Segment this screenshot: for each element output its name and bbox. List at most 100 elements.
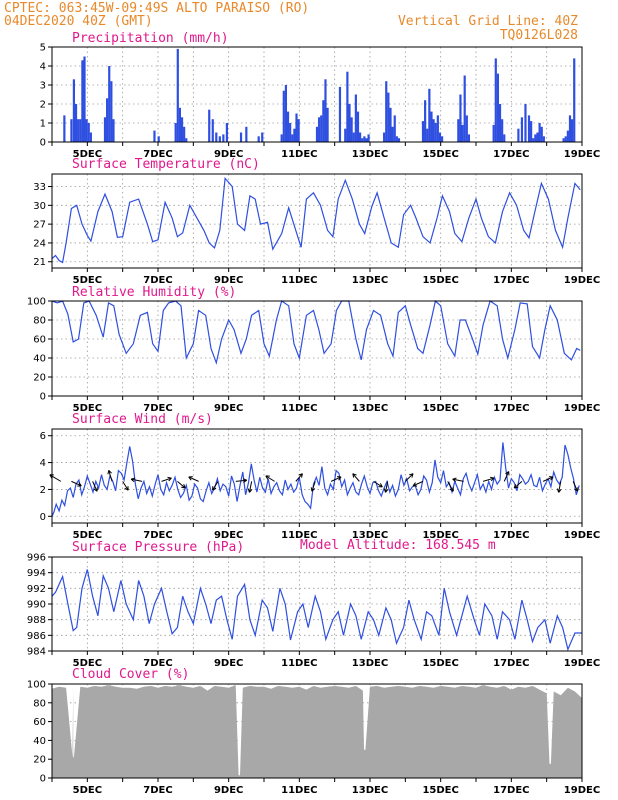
- wind-arrow-shaft: [503, 471, 510, 482]
- precip-bar: [257, 136, 260, 142]
- wind-arrow-head: [249, 488, 253, 493]
- precip-bar: [176, 48, 179, 142]
- cloud-xtick-label: 15DEC: [422, 785, 458, 796]
- rh-xtick-label: 7DEC: [143, 403, 172, 414]
- wind-arrow-head: [242, 478, 247, 481]
- wind-arrow-head: [301, 473, 303, 478]
- precip-bar: [103, 117, 107, 142]
- header-run-time: 04DEC2020 40Z (GMT): [4, 14, 153, 29]
- precip-bar: [465, 115, 468, 142]
- precip-bar: [348, 104, 351, 142]
- precip-ytick-label: 2: [40, 100, 46, 111]
- wind-arrow-head: [558, 488, 562, 493]
- pressure-ytick-label: 990: [27, 600, 46, 611]
- precip-xtick-label: 5DEC: [73, 149, 102, 160]
- wind-arrow-head: [412, 482, 416, 487]
- wind-arrow: [373, 480, 383, 488]
- wind-arrow-head: [338, 476, 342, 481]
- precip-xtick-label: 11DEC: [281, 149, 317, 160]
- wind-arrow-head: [411, 473, 414, 478]
- wind-arrow: [503, 471, 510, 482]
- precip-bar: [498, 104, 502, 142]
- wind-arrow: [383, 481, 389, 493]
- precip-bar: [185, 138, 188, 142]
- cloud-ytick-label: 40: [33, 736, 46, 747]
- wind-arrow-shaft: [482, 477, 495, 482]
- temp-xtick-label: 17DEC: [493, 275, 529, 286]
- precip-bar: [178, 107, 182, 142]
- precip-ytick-label: 1: [40, 119, 46, 130]
- wind-arrow-head: [168, 477, 172, 482]
- precip-bar: [438, 132, 442, 142]
- precip-bar: [527, 115, 531, 142]
- precip-bar: [536, 132, 539, 142]
- rh-panel: 0 20 40 60 80 100 5DEC 7DEC 9DEC 11DEC 13DEC 15DEC 1…: [27, 285, 600, 414]
- rh-ytick-label: 20: [33, 373, 46, 384]
- wind-arrow-head: [383, 488, 386, 493]
- wind-panel: 0 2 4 6 5DEC 7DEC 9DEC 11DEC 13DEC 15DEC 17DEC 19DE…: [40, 412, 601, 541]
- precip-title: Precipitation (mm/h): [72, 31, 229, 46]
- wind-ytick-label: 4: [40, 458, 46, 469]
- temp-xtick-label: 19DEC: [564, 275, 600, 286]
- wind-arrow-head: [265, 475, 269, 480]
- wind-arrow: [452, 477, 464, 483]
- precip-bar: [361, 138, 364, 142]
- precip-bar: [562, 138, 565, 142]
- cloud-area: [52, 684, 582, 778]
- wind-arrow: [235, 478, 248, 483]
- precip-xtick-label: 7DEC: [143, 149, 172, 160]
- wind-arrow-shaft: [131, 478, 143, 482]
- wind-xtick-label: 15DEC: [422, 530, 458, 541]
- precip-bar: [87, 123, 90, 142]
- wind-arrow-head: [78, 482, 82, 487]
- precip-bar: [282, 90, 285, 142]
- header-location: CPTEC: 063:45W-09:49S ALTO PARAISO (RO): [4, 1, 309, 16]
- wind-arrow: [107, 470, 113, 482]
- precip-bar: [350, 117, 353, 142]
- wind-arrow-head: [298, 473, 303, 476]
- rh-xtick-label: 5DEC: [73, 403, 102, 414]
- wind-line: [51, 442, 580, 517]
- precip-bar: [108, 66, 111, 142]
- precip-bar: [218, 136, 221, 142]
- precip-bar: [530, 121, 533, 142]
- wind-arrow-head: [505, 471, 509, 475]
- wind-xtick-label: 13DEC: [352, 530, 388, 541]
- precip-bar: [63, 115, 66, 142]
- pressure-ytick-label: 994: [27, 568, 46, 579]
- wind-xtick-label: 11DEC: [281, 530, 317, 541]
- wind-arrow: [161, 476, 172, 482]
- wind-arrow-head: [452, 477, 457, 480]
- precip-bar: [367, 134, 370, 142]
- wind-xtick-label: 9DEC: [214, 530, 243, 541]
- pressure-ytick-label: 984: [27, 647, 46, 658]
- precip-bar: [459, 94, 462, 142]
- cloud-xtick-label: 13DEC: [352, 785, 388, 796]
- temp-line: [51, 176, 581, 264]
- precip-bar: [83, 56, 86, 142]
- wind-arrow: [310, 481, 316, 492]
- cloud-title: Cloud Cover (%): [72, 667, 189, 682]
- wind-arrow-head: [352, 473, 355, 478]
- wind-arrow-head: [130, 477, 136, 480]
- wind-arrow-head: [385, 488, 389, 493]
- wind-arrow-head: [124, 487, 129, 491]
- precip-bar: [571, 119, 574, 142]
- wind-arrow-shaft: [572, 481, 579, 492]
- precip-bar: [112, 119, 115, 142]
- cloud-frame: [51, 683, 583, 779]
- precip-ytick-label: 5: [40, 43, 46, 54]
- wind-arrow-shaft: [108, 470, 113, 482]
- wind-arrow-shaft: [122, 481, 129, 491]
- precip-bar: [573, 58, 576, 142]
- wind-arrow-shaft: [447, 481, 454, 492]
- wind-xtick-label: 5DEC: [73, 530, 102, 541]
- temp-ytick-label: 33: [33, 182, 46, 193]
- precip-bar: [426, 128, 429, 142]
- rh-ytick-label: 0: [40, 392, 46, 403]
- precip-bar: [320, 115, 323, 142]
- precip-bar: [383, 132, 386, 142]
- rh-ytick-label: 40: [33, 354, 46, 365]
- pressure-xtick-label: 17DEC: [493, 658, 529, 669]
- wind-arrow-head: [574, 488, 578, 492]
